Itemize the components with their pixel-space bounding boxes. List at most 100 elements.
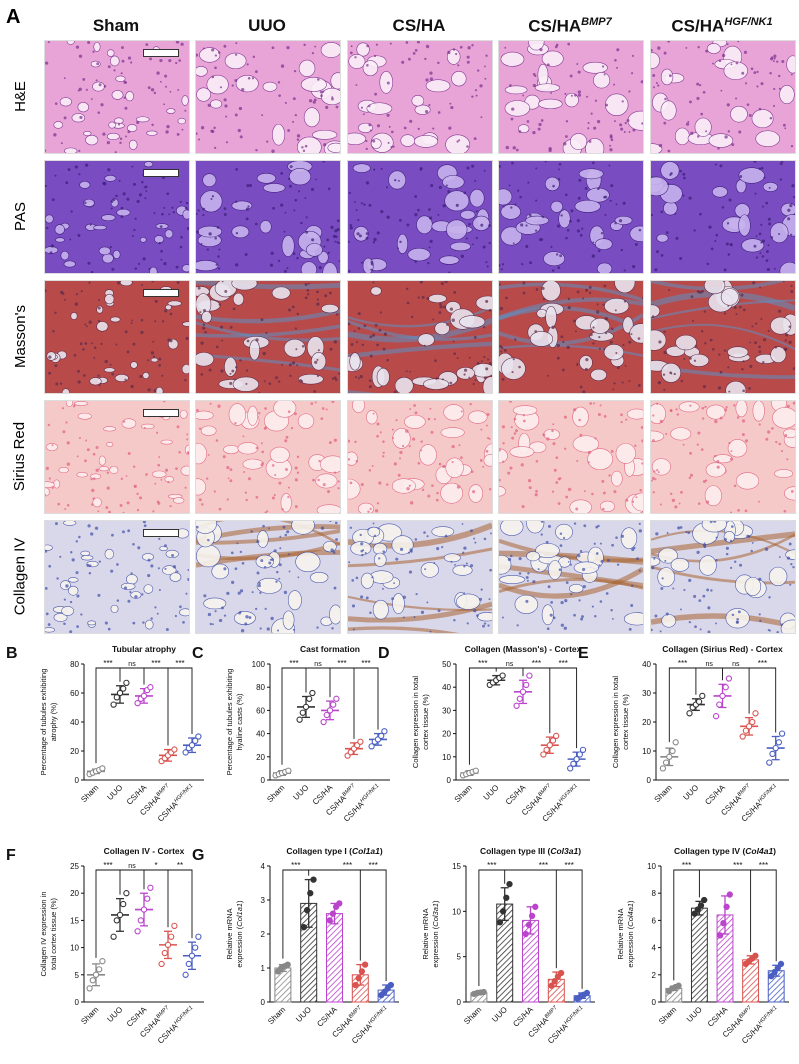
column-header-2: CS/HA (392, 16, 446, 35)
data-point (358, 968, 366, 975)
significance-label: *** (343, 861, 352, 870)
data-point (774, 964, 781, 972)
data-point (310, 876, 317, 883)
significance-bracket: *** (95, 659, 121, 764)
chart-title: Collagen (Sirius Red) - Cortex (662, 644, 783, 654)
y-tick-label: 50 (442, 660, 451, 669)
significance-label: *** (539, 861, 548, 870)
data-point (769, 750, 776, 758)
data-point (768, 973, 775, 980)
data-point (739, 733, 746, 740)
data-point (528, 912, 536, 920)
y-tick-label: 0 (447, 776, 452, 785)
significance-label: ns (128, 661, 136, 668)
data-point (749, 718, 756, 726)
y-tick-label: 0 (75, 998, 80, 1007)
bar-1 (690, 907, 708, 1003)
data-point (579, 746, 587, 753)
significance-bracket: *** (308, 861, 387, 981)
y-tick-label: 4 (261, 862, 266, 871)
y-tick-label: 3 (261, 896, 266, 905)
data-point (686, 710, 693, 717)
data-point (381, 728, 388, 735)
x-tick-label: Sham (79, 783, 100, 804)
panel-letter: B (6, 645, 18, 662)
data-point (185, 960, 192, 968)
y-tick-label: 0 (75, 776, 80, 785)
data-point (543, 746, 550, 753)
data-point (777, 960, 785, 968)
data-point (285, 767, 292, 774)
data-point (745, 723, 753, 730)
data-point (89, 977, 96, 984)
data-point (284, 961, 291, 968)
significance-label: *** (565, 861, 574, 870)
chart-title: Cast formation (300, 644, 360, 654)
data-point (92, 971, 100, 978)
chart-0: B Tubular atrophy Percentage of tubules ex… (6, 644, 204, 824)
y-tick-label: 0 (647, 776, 652, 785)
panel-letter-a: A (6, 6, 21, 28)
data-point (140, 906, 148, 913)
data-point (548, 982, 555, 989)
data-point (307, 890, 314, 897)
y-tick-label: 5 (457, 953, 462, 962)
y-tick-label: 40 (70, 718, 79, 727)
data-point (99, 958, 106, 965)
data-point (323, 711, 330, 719)
significance-label: *** (103, 659, 112, 668)
significance-label: *** (337, 659, 346, 668)
y-tick-label: 80 (70, 660, 79, 669)
chart-title: Collagen type III (Col3a1) (480, 846, 581, 856)
x-tick-label: Sham (79, 1005, 100, 1026)
data-point (726, 891, 733, 898)
data-point (168, 933, 175, 940)
data-point (110, 933, 117, 940)
significance-label: *** (733, 861, 742, 870)
chart-title: Collagen IV - Cortex (104, 846, 185, 856)
panel-letter: C (192, 645, 204, 662)
chart-7: Collagen type IV (Col4a1) Relative mRNAex… (616, 846, 789, 1046)
y-tick-label: 20 (256, 753, 265, 762)
data-point (147, 684, 154, 691)
data-point (336, 900, 343, 907)
y-tick-label: 2 (652, 971, 657, 980)
significance-label: *** (175, 659, 184, 668)
data-point (192, 944, 199, 951)
y-tick-label: 8 (652, 889, 657, 898)
data-point (723, 903, 730, 910)
y-axis-label: Collagen IV expression intotal cortex ti… (39, 891, 58, 976)
data-point (719, 692, 726, 700)
data-point (701, 896, 708, 904)
data-point (506, 880, 513, 888)
data-point (697, 902, 705, 909)
data-point (742, 727, 750, 734)
significance-bracket: *** (478, 861, 506, 987)
data-point (116, 911, 124, 919)
data-point (546, 742, 553, 749)
x-tick-label: UUO (685, 1005, 704, 1024)
micrograph-col4-4 (650, 520, 796, 634)
data-point (716, 701, 723, 708)
chart-title: Tubular atrophy (112, 644, 176, 654)
significance-bracket: *** (120, 659, 193, 734)
significance-label: *** (559, 659, 568, 668)
significance-label: *** (478, 659, 487, 668)
scale-bar (143, 169, 179, 177)
column-header-4: CS/HAHGF/NK1 (671, 16, 773, 36)
y-axis-label: Percentage of tubules exhibitingatrophy … (39, 669, 58, 776)
data-point (772, 744, 779, 752)
data-point (195, 933, 202, 940)
data-point (522, 930, 529, 938)
column-header-0: Sham (92, 16, 140, 35)
data-point (144, 895, 151, 902)
data-point (299, 709, 306, 716)
y-tick-label: 40 (642, 660, 651, 669)
data-point (503, 894, 510, 901)
data-point (329, 910, 337, 917)
data-point (306, 695, 313, 702)
y-axis-label: Percentage of tubules exhibitinghyaline … (225, 669, 244, 776)
significance-bracket: ns (695, 661, 723, 681)
data-point (171, 746, 178, 753)
y-axis-label: Collagen expression in totalcortex tissu… (411, 676, 430, 768)
